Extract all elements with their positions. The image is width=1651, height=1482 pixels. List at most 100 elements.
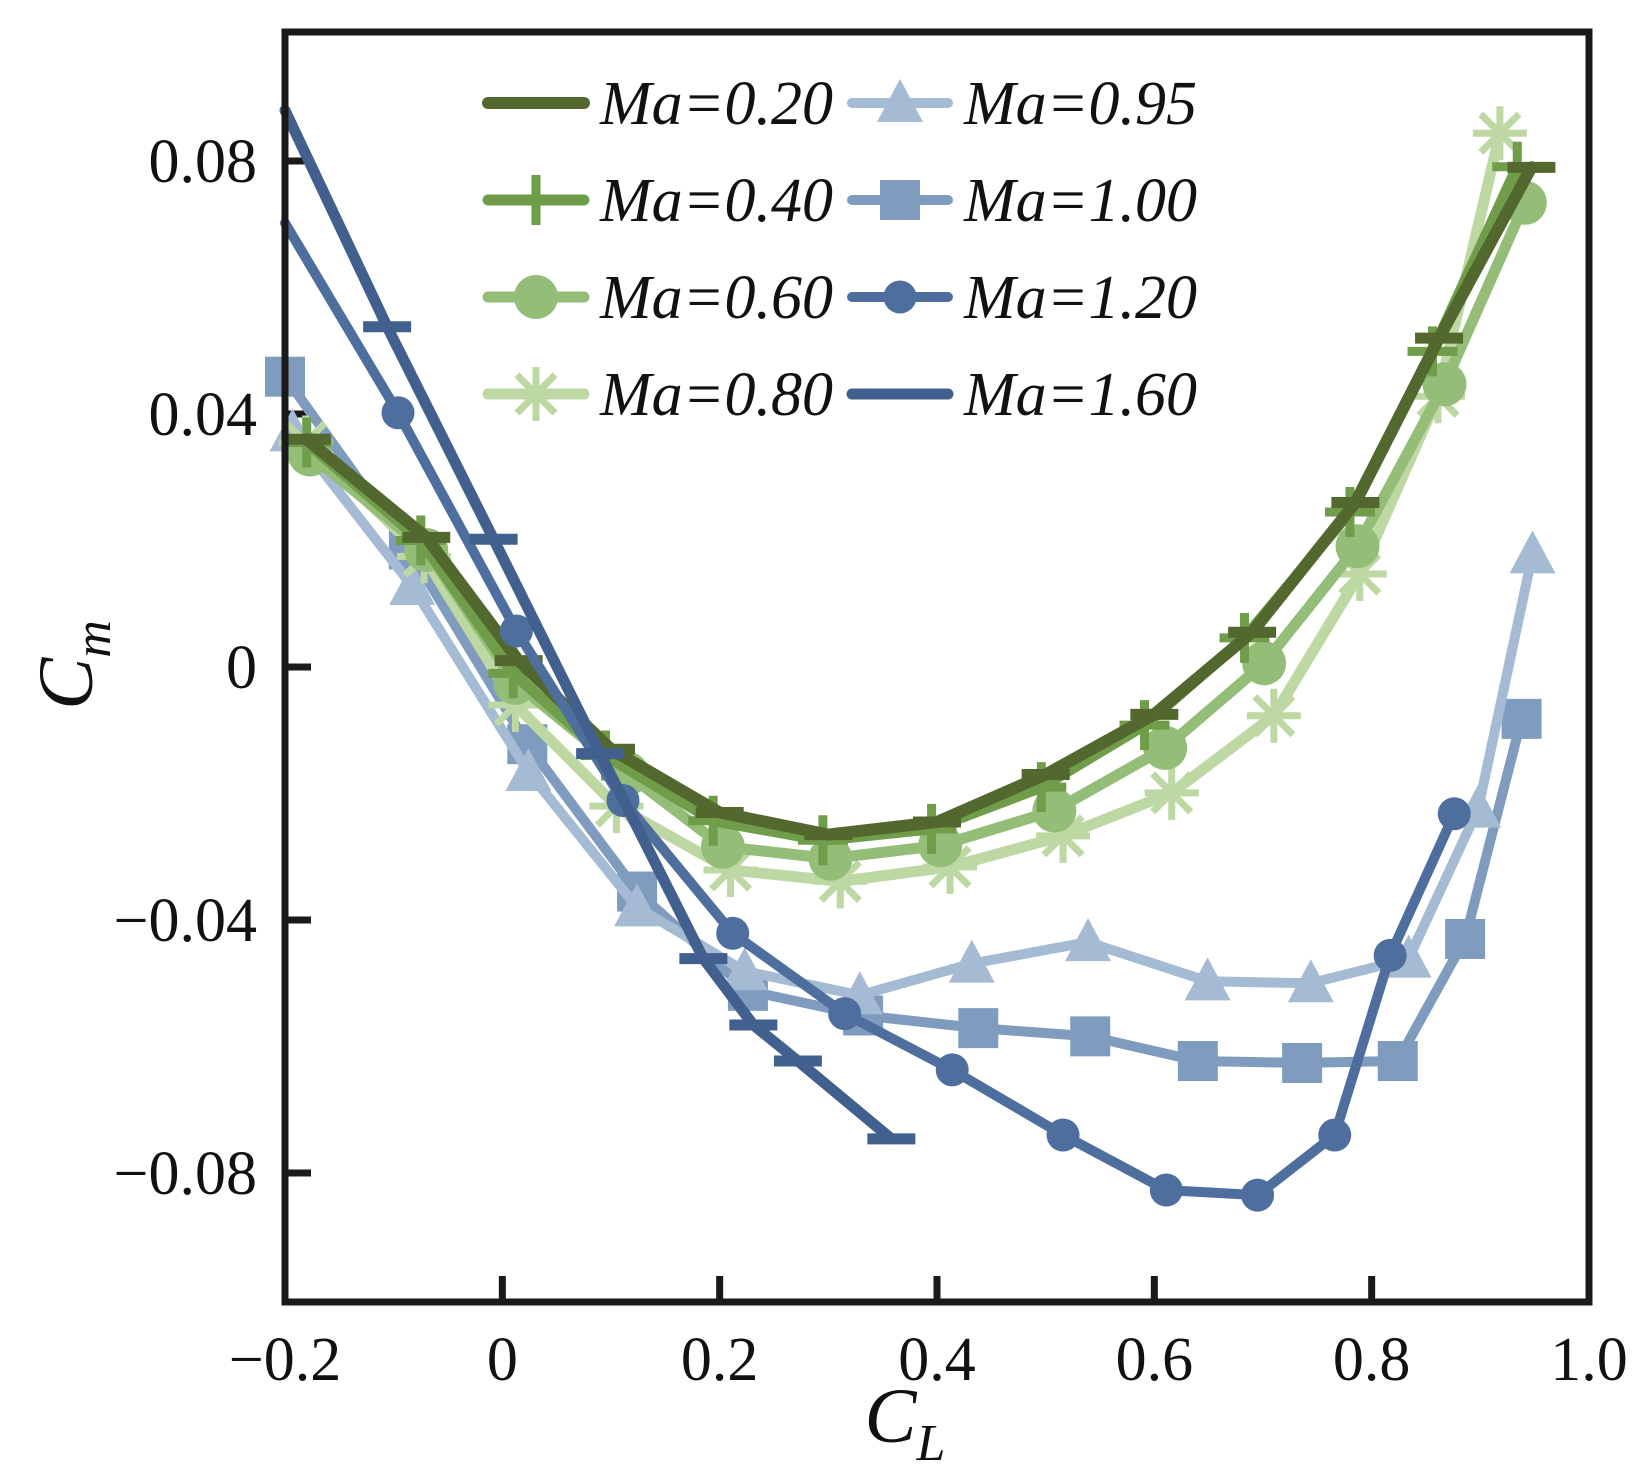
legend-ma-0-95-triangle-marker	[877, 79, 923, 122]
series-ma-0-80-asterisk-marker	[1144, 765, 1199, 820]
x-tick-label: 0.4	[898, 1326, 976, 1394]
series-ma-1-00-square-marker-shape	[1070, 1016, 1111, 1057]
legend-ma-0-95-label: Ma=0.95	[963, 70, 1197, 138]
series-ma-0-95-triangle-marker	[948, 939, 995, 983]
series-ma-0-80-asterisk-marker	[1246, 688, 1301, 743]
x-tick-label: 0	[487, 1326, 518, 1394]
series-ma-1-00-line	[280, 371, 1527, 1068]
x-tick-label: 0.6	[1116, 1326, 1194, 1394]
x-axis-title: CL	[865, 1372, 946, 1472]
series-ma-0-60-circle-marker	[1335, 524, 1380, 569]
series-ma-1-20-dot-marker-shape	[1318, 1118, 1352, 1152]
series-ma-1-20-dot-marker-shape	[828, 997, 862, 1031]
series-ma-1-00-square-marker-shape	[1177, 1041, 1218, 1082]
series-ma-0-95-triangle-marker-shape	[614, 883, 661, 927]
series-ma-0-95-triangle-marker-shape	[1287, 959, 1334, 1003]
legend-ma-0-80-asterisk-marker	[509, 367, 563, 421]
series-ma-0-95-triangle-marker	[721, 947, 768, 991]
series-ma-0-80-asterisk-marker-shape	[1252, 694, 1296, 738]
legend-ma-0-60-circle-marker-shape	[514, 275, 558, 319]
y-tick-label: 0.04	[149, 381, 258, 449]
series-ma-1-20-dot-marker-shape	[716, 916, 750, 950]
x-tick-label: 0.8	[1333, 1326, 1411, 1394]
plot-frame	[281, 28, 1593, 1306]
series-ma-1-20-dot-marker-shape	[1437, 797, 1471, 831]
legend-ma-0-60-label: Ma=0.60	[599, 264, 833, 332]
series-ma-0-95-triangle-marker-shape	[1509, 530, 1556, 574]
series-ma-0-60-circle-marker	[1143, 725, 1188, 770]
series-ma-0-60-circle-marker-shape	[1242, 641, 1287, 686]
y-tick-label: −0.08	[114, 1140, 257, 1208]
series-ma-0-80-line	[300, 127, 1506, 887]
x-tick-label: 1.0	[1550, 1326, 1628, 1394]
legend-ma-0-20-label: Ma=0.20	[599, 70, 833, 138]
series-ma-1-20-dot-marker	[935, 1053, 969, 1087]
series-ma-1-20-dot-marker-shape	[1149, 1173, 1183, 1207]
series-ma-0-60-circle-marker-shape	[1335, 524, 1380, 569]
legend-ma-0-60-circle-marker	[514, 275, 558, 319]
series-ma-0-95-triangle-marker	[1065, 918, 1112, 962]
series-ma-0-95-triangle-marker-shape	[1065, 918, 1112, 962]
series-ma-0-80-asterisk-marker-shape	[1150, 771, 1194, 815]
legend-ma-0-80-label: Ma=0.80	[599, 361, 833, 429]
x-tick-label: −0.2	[229, 1326, 341, 1394]
series-ma-0-40-plus-marker	[797, 815, 848, 866]
x-tick-label: 0.2	[681, 1326, 759, 1394]
series-ma-0-95-triangle-marker-shape	[505, 747, 552, 791]
series-ma-0-60-circle-marker	[700, 824, 745, 869]
series-ma-1-00-square-marker-shape	[1377, 1041, 1418, 1082]
series-ma-1-20-dot-marker-shape	[381, 396, 415, 430]
series-ma-0-60-circle-marker	[1242, 641, 1287, 686]
legend-ma-0-40-plus-marker	[511, 175, 561, 225]
legend-ma-0-95-triangle-marker-shape	[877, 79, 923, 122]
series-ma-0-95-triangle-marker-shape	[948, 939, 995, 983]
series-ma-1-20-dot-marker-shape	[935, 1053, 969, 1087]
y-tick-label: 0.08	[149, 128, 258, 196]
series-ma-1-20-dot-marker-shape	[1373, 938, 1407, 972]
series-ma-1-60-line	[279, 104, 897, 1145]
series-ma-1-20-dot-marker	[1437, 797, 1471, 831]
legend-ma-0-40-label: Ma=0.40	[599, 167, 833, 235]
series-ma-1-20-dot-marker	[828, 997, 862, 1031]
series-ma-0-60-circle-marker-shape	[1143, 725, 1188, 770]
series-ma-1-20-dot-marker	[499, 614, 533, 648]
series-ma-1-20-dot-marker	[1241, 1178, 1275, 1212]
series-ma-1-20-dot-marker	[1318, 1118, 1352, 1152]
series-ma-0-95-triangle-marker	[1184, 957, 1231, 1001]
series-ma-1-00-square-marker	[1070, 1016, 1111, 1057]
series-ma-1-20-dot-marker	[381, 396, 415, 430]
y-tick-label: −0.04	[114, 887, 257, 955]
series-ma-1-00-square-marker-shape	[958, 1008, 999, 1049]
series-ma-1-00-square-marker-shape	[1445, 918, 1486, 959]
series-ma-1-20-dot-marker-shape	[499, 614, 533, 648]
legend-ma-1-00-label: Ma=1.00	[963, 167, 1197, 235]
y-axis-title: Cm	[22, 620, 122, 710]
series-ma-1-20-dot-marker	[1373, 938, 1407, 972]
series-ma-0-95-triangle-marker-shape	[1184, 957, 1231, 1001]
series-ma-0-80-asterisk-marker-shape	[818, 859, 862, 903]
legend-ma-1-60-label: Ma=1.60	[963, 361, 1197, 429]
series-ma-0-80-asterisk-marker-shape	[928, 845, 972, 889]
y-tick-label: 0	[226, 634, 257, 702]
series-ma-0-95-triangle-marker-shape	[389, 562, 436, 606]
series-ma-0-60-circle-marker-shape	[700, 824, 745, 869]
series-ma-1-00-square-marker	[958, 1008, 999, 1049]
series-ma-1-20-dot-marker	[1046, 1118, 1080, 1152]
series-ma-0-95-triangle-marker	[389, 562, 436, 606]
series-ma-1-00-square-marker	[1282, 1042, 1323, 1083]
series-ma-1-20-dot-marker	[716, 916, 750, 950]
series-ma-1-20-dot-marker-shape	[1046, 1118, 1080, 1152]
legend-ma-1-20-dot-marker	[883, 280, 917, 314]
series-ma-0-80-asterisk-marker-shape	[708, 848, 753, 892]
series-ma-0-95-triangle-marker	[614, 883, 661, 927]
legend-ma-0-80-asterisk-marker-shape	[514, 372, 558, 416]
series-ma-0-95-triangle-marker	[1509, 530, 1556, 574]
series-ma-0-95-triangle-marker-shape	[721, 947, 768, 991]
series-ma-1-20-dot-marker-shape	[1241, 1178, 1275, 1212]
legend-ma-1-00-square-marker	[880, 180, 920, 220]
series-ma-0-95-triangle-marker	[1287, 959, 1334, 1003]
series-ma-0-95-triangle-marker	[505, 747, 552, 791]
series-ma-1-00-square-marker	[1501, 698, 1542, 739]
